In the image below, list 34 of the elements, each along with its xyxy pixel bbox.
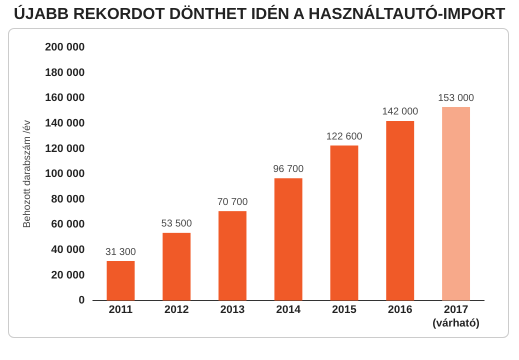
x-tick-label: 2016 bbox=[388, 304, 412, 316]
x-tick-label: 2012 bbox=[164, 304, 189, 316]
bar bbox=[330, 146, 358, 301]
bar bbox=[442, 107, 470, 301]
bar bbox=[106, 261, 135, 301]
bar bbox=[386, 120, 414, 301]
y-tick-label: 140 000 bbox=[44, 118, 85, 130]
data-label: 53 500 bbox=[161, 218, 192, 230]
x-tick-label: 2013 bbox=[220, 304, 245, 316]
x-tick-label: 2014 bbox=[276, 304, 302, 316]
y-tick-label: 100 000 bbox=[44, 168, 85, 180]
bar bbox=[274, 178, 302, 301]
y-tick-label: 120 000 bbox=[44, 142, 85, 155]
bar bbox=[218, 211, 246, 301]
data-label: 142 000 bbox=[382, 106, 419, 118]
data-label: 153 000 bbox=[438, 92, 475, 104]
data-label: 31 300 bbox=[105, 246, 136, 258]
y-tick-label: 180 000 bbox=[44, 66, 85, 79]
y-axis-title: Behozott darabszám /év bbox=[22, 120, 33, 228]
data-label: 70 700 bbox=[217, 196, 248, 208]
y-tick-label: 60 000 bbox=[51, 218, 85, 231]
bar bbox=[162, 232, 191, 301]
y-tick-label: 80 000 bbox=[51, 193, 85, 206]
x-tick-label: 2015 bbox=[332, 304, 357, 316]
y-tick-label: 200 000 bbox=[44, 42, 85, 54]
data-label: 96 700 bbox=[273, 164, 304, 176]
y-tick-label: 20 000 bbox=[51, 269, 85, 282]
x-tick-label: 2017 (várható) bbox=[432, 304, 480, 330]
y-tick-label: 160 000 bbox=[44, 92, 85, 104]
y-tick-label: 0 bbox=[78, 294, 85, 307]
chart-title: ÚJABB REKORDOT DÖNTHET IDÉN A HASZNÁLTAUTÓ-IMPORT bbox=[12, 4, 506, 25]
data-label: 122 600 bbox=[326, 131, 363, 142]
y-tick-label: 40 000 bbox=[51, 244, 85, 256]
x-tick-label: 2011 bbox=[108, 304, 133, 316]
